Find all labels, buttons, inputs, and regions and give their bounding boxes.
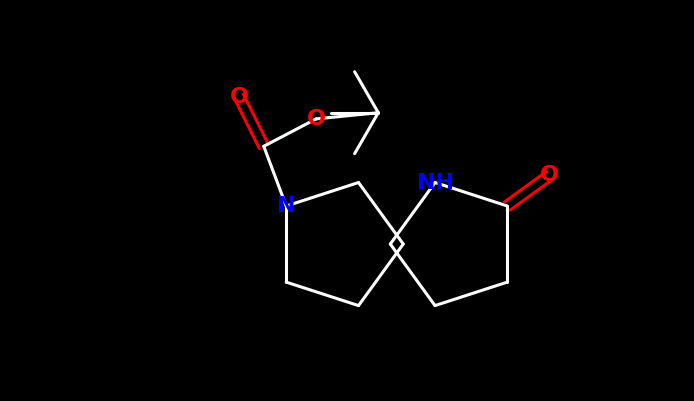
Text: O: O [540, 165, 559, 185]
Text: O: O [307, 109, 325, 129]
Text: N: N [277, 196, 296, 216]
Text: NH: NH [416, 172, 453, 192]
Text: O: O [230, 87, 248, 107]
